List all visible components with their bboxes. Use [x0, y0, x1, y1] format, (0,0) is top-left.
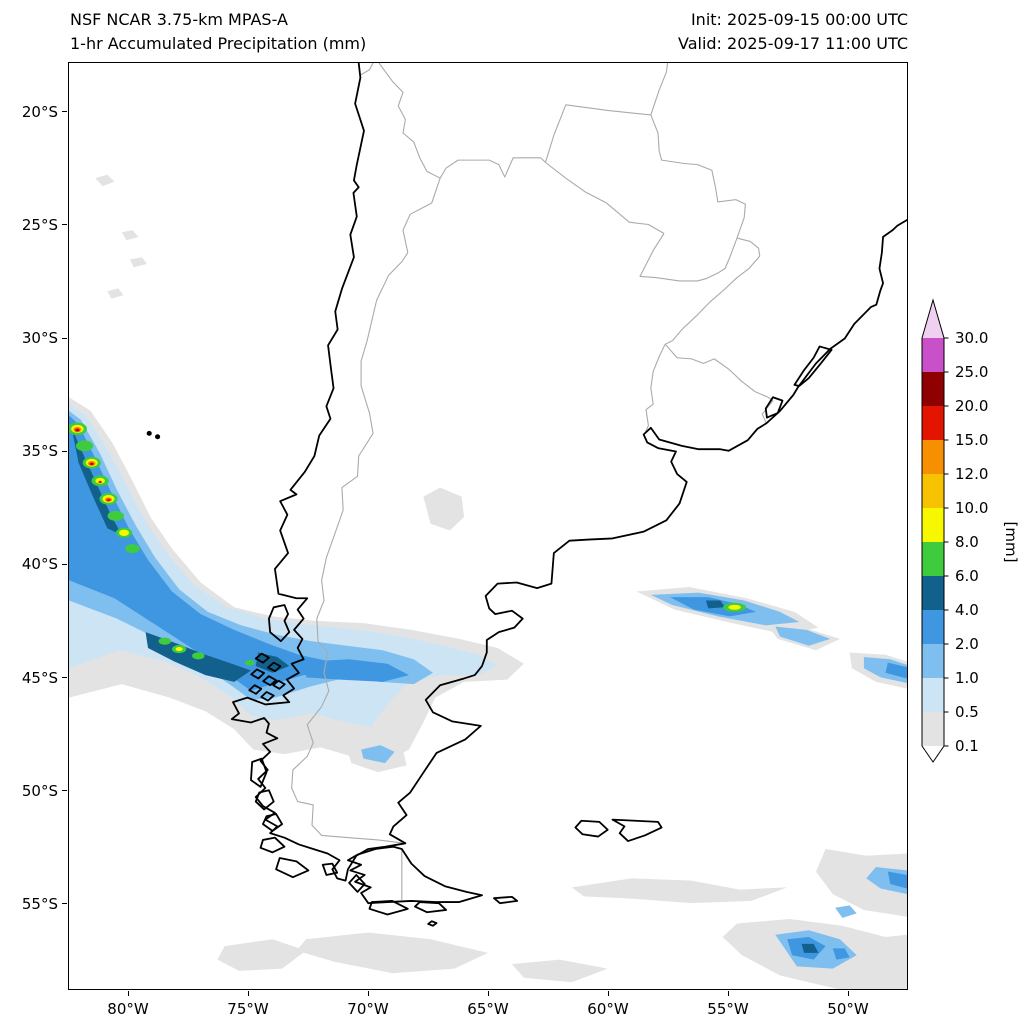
y-tick-label: 50°S — [21, 781, 58, 800]
x-tick-label: 65°W — [467, 1000, 509, 1018]
colorbar-segment — [922, 406, 944, 440]
colorbar-over-arrow — [922, 300, 944, 338]
y-tick-label: 40°S — [21, 555, 58, 574]
border-uruguay-brazil — [665, 344, 773, 423]
map-canvas — [68, 62, 908, 990]
colorbar-tick-label: 8.0 — [955, 533, 979, 551]
valid-time: Valid: 2025-09-17 11:00 UTC — [677, 34, 908, 53]
x-tick-mark — [367, 991, 369, 996]
model-title: NSF NCAR 3.75-km MPAS-A — [70, 10, 288, 29]
colorbar-unit-label: [mm] — [1002, 522, 1020, 563]
border-chile-bolivia — [379, 63, 440, 178]
y-tick-label: 35°S — [21, 442, 58, 461]
x-tick-mark — [607, 991, 609, 996]
init-time: Init: 2025-09-15 00:00 UTC — [690, 10, 908, 29]
variable-title: 1-hr Accumulated Precipitation (mm) — [70, 34, 367, 53]
colorbar-tick-label: 2.0 — [955, 635, 979, 653]
colorbar-segment — [922, 712, 944, 746]
y-tick-label: 30°S — [21, 329, 58, 348]
y-tick-label: 25°S — [21, 215, 58, 234]
colorbar-tick-label: 15.0 — [955, 431, 988, 449]
colorbar-tick-label: 20.0 — [955, 397, 988, 415]
colorbar-segment — [922, 576, 944, 610]
colorbar: 0.1 0.5 1.0 2.0 4.0 6.0 8.0 10.0 12.0 15.0 20.0 25.… — [920, 296, 1036, 776]
colorbar-segment — [922, 678, 944, 712]
y-tick-mark — [62, 224, 67, 226]
coast-south-archipelago — [251, 759, 365, 892]
colorbar-tick-label: 1.0 — [955, 669, 979, 687]
precip-layer-gray — [69, 174, 907, 989]
colorbar-segment — [922, 644, 944, 678]
border-chile-argentina — [292, 178, 440, 843]
colorbar-tick-label: 0.1 — [955, 737, 979, 755]
x-tick-label: 80°W — [107, 1000, 149, 1018]
y-tick-mark — [62, 677, 67, 679]
coast-mainland — [232, 63, 907, 881]
colorbar-tick-label: 4.0 — [955, 601, 979, 619]
precip-layer-green — [69, 422, 747, 666]
country-borders — [292, 63, 773, 900]
coast-hoste-navarino — [369, 901, 446, 926]
plot-title-block: NSF NCAR 3.75-km MPAS-A 1-hr Accumulated… — [70, 8, 366, 56]
colorbar-svg: 0.1 0.5 1.0 2.0 4.0 6.0 8.0 10.0 12.0 15.0 20.0 25.… — [921, 298, 1020, 763]
x-tick-mark — [487, 991, 489, 996]
x-tick-mark — [127, 991, 129, 996]
border-peru-chile — [360, 63, 373, 75]
colorbar-tick-label: 0.5 — [955, 703, 979, 721]
coast-isla-de-los-estados — [494, 897, 517, 903]
y-tick-label: 45°S — [21, 668, 58, 687]
y-tick-mark — [62, 111, 67, 113]
y-tick-mark — [62, 337, 67, 339]
coast-tierra-del-fuego — [348, 847, 482, 903]
border-bolivia-brazil — [651, 63, 668, 115]
y-tick-mark — [62, 450, 67, 452]
x-tick-label: 75°W — [227, 1000, 269, 1018]
coast-juan-fernandez-2 — [156, 435, 159, 438]
coast-juan-fernandez-1 — [148, 432, 151, 435]
colorbar-tick-label: 6.0 — [955, 567, 979, 585]
colorbar-segment — [922, 372, 944, 406]
coastlines — [148, 63, 907, 926]
border-argentina-paraguay — [545, 162, 664, 233]
coast-west-falkland — [575, 821, 607, 837]
y-tick-label: 55°S — [21, 894, 58, 913]
y-tick-mark — [62, 790, 67, 792]
coast-east-falkland — [613, 820, 662, 841]
border-argentina-uruguay — [645, 344, 665, 433]
y-tick-label: 20°S — [21, 102, 58, 121]
colorbar-under-arrow — [922, 746, 944, 762]
border-bolivia-paraguay — [545, 105, 650, 163]
colorbar-segment — [922, 474, 944, 508]
border-paraguay-brazil — [651, 115, 746, 238]
colorbar-tick-label: 12.0 — [955, 465, 988, 483]
x-tick-mark — [247, 991, 249, 996]
plot-time-block: Init: 2025-09-15 00:00 UTC Valid: 2025-0… — [678, 8, 908, 56]
x-tick-mark — [727, 991, 729, 996]
coast-lagoa-mirim — [766, 397, 783, 417]
x-tick-label: 55°W — [707, 1000, 749, 1018]
colorbar-tick-label: 25.0 — [955, 363, 988, 381]
colorbar-segment — [922, 542, 944, 576]
x-tick-label: 60°W — [587, 1000, 629, 1018]
colorbar-segment — [922, 338, 944, 372]
coast-lagoa-dos-patos — [794, 346, 831, 386]
precip-layer-dark-red — [76, 429, 93, 465]
y-tick-mark — [62, 563, 67, 565]
colorbar-tick-label: 30.0 — [955, 329, 988, 347]
x-tick-label: 70°W — [347, 1000, 389, 1018]
x-tick-mark — [847, 991, 849, 996]
colorbar-tick-label: 10.0 — [955, 499, 988, 517]
colorbar-segment — [922, 440, 944, 474]
colorbar-segment — [922, 508, 944, 542]
border-argentina-paraguay-river — [640, 234, 737, 281]
coast-chiloe — [269, 605, 289, 641]
x-tick-label: 50°W — [827, 1000, 869, 1018]
map-svg — [69, 63, 907, 989]
y-tick-mark — [62, 903, 67, 905]
border-bolivia-argentina — [440, 158, 545, 178]
coast-chonos-islands — [249, 654, 284, 701]
border-argentina-brazil — [665, 238, 760, 344]
colorbar-segment — [922, 610, 944, 644]
